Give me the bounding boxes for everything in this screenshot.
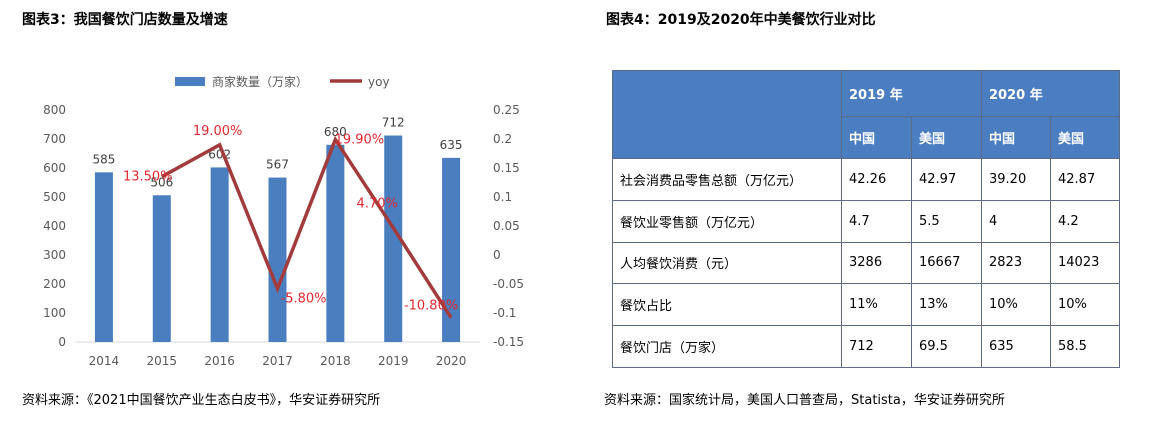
bar	[384, 135, 403, 342]
bar	[210, 167, 229, 342]
table-corner-cell	[612, 70, 842, 159]
store-count-chart: 0 100 200 300 400 500 600 700 800 -0.15 -0.1 -0.05 0…	[43, 74, 524, 368]
x-tick-label: 2019	[378, 354, 409, 368]
right-source-note: 资料来源：国家统计局，美国人口普查局，Statista，华安证券研究所	[604, 393, 1005, 408]
table-cell: 5.5	[911, 199, 982, 243]
table-cell: 2823	[981, 241, 1051, 285]
bar-data-label: 567	[266, 158, 289, 172]
table-row: 人均餐饮消费（元） 3286 16667 2823 14023	[612, 241, 1120, 285]
subheader-us-2020: 美国	[1050, 116, 1120, 159]
row-label: 餐饮门店（万家）	[612, 325, 842, 368]
x-tick-label: 2020	[436, 354, 467, 368]
right-table-title: 图表4：2019及2020年中美餐饮行业对比	[606, 12, 876, 28]
table-cell: 10%	[1050, 283, 1120, 327]
yoy-data-label: -10.80%	[404, 299, 458, 314]
yoy-data-label: 19.00%	[193, 124, 243, 139]
table-cell: 42.26	[841, 158, 912, 201]
table-row: 餐饮门店（万家） 712 69.5 635 58.5	[612, 325, 1120, 368]
table-cell: 13%	[911, 283, 982, 327]
left-source-note: 资料来源：《2021中国餐饮产业生态白皮书》，华安证券研究所	[22, 393, 381, 408]
legend-bar-label: 商家数量（万家）	[212, 74, 308, 89]
table-cell: 11%	[841, 283, 912, 327]
table-row: 社会消费品零售总额（万亿元） 42.26 42.97 39.20 42.87	[612, 158, 1120, 201]
legend-line-label: yoy	[368, 75, 390, 89]
bar	[152, 195, 171, 342]
y-right-tick-label: -0.1	[493, 306, 516, 320]
row-label: 社会消费品零售总额（万亿元）	[612, 158, 842, 201]
y-left-tick-label: 400	[43, 219, 66, 233]
x-tick-label: 2018	[320, 354, 351, 368]
subheader-china-2019: 中国	[841, 116, 912, 159]
year-header-2019: 2019 年	[841, 70, 982, 117]
x-tick-label: 2017	[262, 354, 293, 368]
yoy-line	[160, 135, 453, 319]
y-left-tick-label: 0	[58, 335, 66, 349]
y-left-tick-label: 700	[43, 132, 66, 146]
table-cell: 3286	[841, 241, 912, 285]
y-right-tick-label: -0.05	[493, 277, 524, 291]
table-cell: 58.5	[1050, 325, 1120, 368]
bar	[268, 177, 287, 342]
table-cell: 4.2	[1050, 199, 1120, 243]
table-row: 餐饮业零售额（万亿元） 4.7 5.5 4 4.2	[612, 199, 1120, 243]
y-left-tick-label: 500	[43, 190, 66, 204]
table-cell: 69.5	[911, 325, 982, 368]
y-left-tick-label: 200	[43, 277, 66, 291]
bar	[94, 172, 113, 342]
yoy-data-label: 4.70%	[357, 197, 398, 212]
table-cell: 4.7	[841, 199, 912, 243]
table-cell: 39.20	[981, 158, 1051, 201]
table-cell: 635	[981, 325, 1051, 368]
y-right-tick-label: 0.05	[493, 219, 520, 233]
y-left-tick-label: 600	[43, 161, 66, 175]
y-left-tick-label: 800	[43, 103, 66, 117]
bar-data-label: 585	[92, 152, 115, 166]
table-row: 餐饮占比 11% 13% 10% 10%	[612, 283, 1120, 327]
bar-data-label: 506	[150, 175, 173, 189]
table-cell: 4	[981, 199, 1051, 243]
year-header-2020: 2020 年	[981, 70, 1120, 117]
table-cell: 42.97	[911, 158, 982, 201]
y-left-tick-label: 300	[43, 248, 66, 262]
yoy-data-label: 19.90%	[335, 133, 385, 148]
table-cell: 14023	[1050, 241, 1120, 285]
row-label: 人均餐饮消费（元）	[612, 241, 842, 285]
y-right-tick-label: -0.15	[493, 335, 524, 349]
left-chart-title: 图表3：我国餐饮门店数量及增速	[22, 12, 228, 28]
x-tick-label: 2014	[89, 354, 120, 368]
row-label: 餐饮占比	[612, 283, 842, 327]
comparison-table: 2019 年 2020 年 中国 美国 中国 美国 社会消费品零售总额（万亿元）…	[612, 70, 1120, 368]
y-right-tick-label: 0.2	[493, 132, 512, 146]
table-cell: 712	[841, 325, 912, 368]
legend-bar-swatch	[175, 77, 205, 86]
y-right-tick-label: 0.1	[493, 190, 512, 204]
y-left-tick-label: 100	[43, 306, 66, 320]
x-tick-label: 2016	[204, 354, 235, 368]
bar-data-label: 712	[382, 116, 405, 130]
subheader-us-2019: 美国	[911, 116, 982, 159]
table-cell: 16667	[911, 241, 982, 285]
y-right-tick-label: 0.15	[493, 161, 520, 175]
bar	[326, 144, 345, 342]
table-cell: 42.87	[1050, 158, 1120, 201]
bar-data-label: 635	[440, 138, 463, 152]
row-label: 餐饮业零售额（万亿元）	[612, 199, 842, 243]
bar-data-label: 680	[324, 125, 347, 139]
subheader-china-2020: 中国	[981, 116, 1051, 159]
table-cell: 10%	[981, 283, 1051, 327]
x-tick-label: 2015	[147, 354, 178, 368]
y-right-tick-label: 0	[493, 248, 501, 262]
y-right-tick-label: 0.25	[493, 103, 520, 117]
bar	[442, 157, 461, 342]
yoy-data-label: -5.80%	[281, 292, 327, 307]
yoy-data-label: 13.50%	[123, 170, 173, 185]
